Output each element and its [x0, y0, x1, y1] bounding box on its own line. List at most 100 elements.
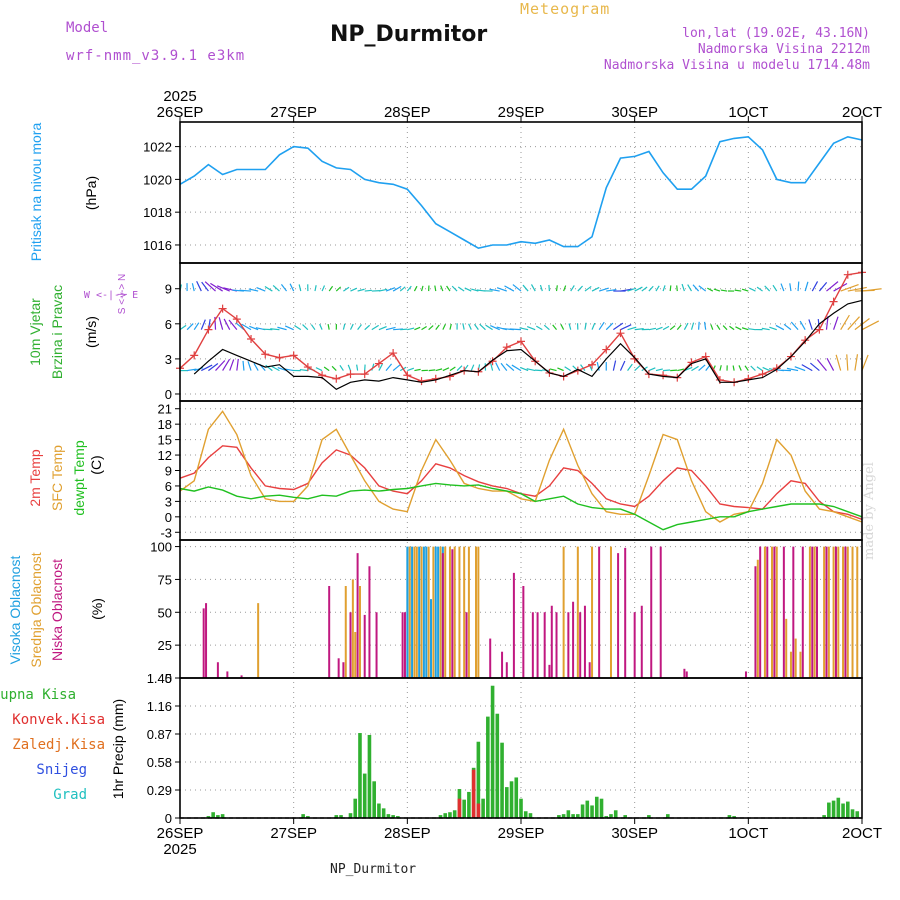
wind-barb — [479, 323, 486, 331]
wind-barb — [861, 288, 882, 292]
wind-barb — [349, 323, 354, 330]
top-date-label: 26SEP — [157, 104, 204, 121]
wind-barb — [580, 364, 586, 371]
y-tick-label: 12 — [158, 448, 172, 463]
wind-barb — [323, 366, 330, 372]
y-tick-label: 25 — [158, 638, 172, 653]
wind-barb — [634, 286, 643, 292]
total-precip-bar — [599, 798, 604, 818]
wind-barb — [548, 284, 551, 292]
total-precip-bar — [381, 808, 386, 818]
wind-barb — [289, 283, 295, 292]
wind-barb — [840, 284, 859, 292]
wind-barb — [741, 327, 749, 331]
y-tick-label: 1016 — [143, 238, 172, 253]
total-precip-bar — [348, 813, 353, 818]
total-precip-bar — [220, 814, 225, 818]
wind-barb — [347, 364, 352, 371]
wind-barb — [302, 324, 309, 331]
wind-barb — [530, 284, 536, 292]
wind-barb — [277, 326, 287, 331]
total-precip-bar — [519, 798, 523, 818]
y-tick-label: 0.29 — [147, 783, 172, 798]
wind-barb — [568, 323, 572, 330]
y-tick-label: 1.45 — [147, 671, 172, 686]
wind-barb — [761, 327, 770, 331]
station-elevation: Nadmorska Visina 2212m — [697, 42, 870, 57]
wind-barb — [748, 328, 756, 331]
wind-barb — [442, 367, 450, 372]
wind-barb — [825, 316, 829, 330]
total-precip-bar — [216, 815, 220, 818]
wind-barb — [407, 367, 415, 372]
model-name: wrf-nmm_v3.9.1 e3km — [66, 48, 246, 64]
wind-speed-marker — [346, 370, 355, 379]
wind-speed-marker — [758, 370, 767, 379]
wind-barb — [584, 322, 587, 330]
wind-speed-marker — [744, 374, 753, 383]
graupel-label: Grad — [53, 787, 87, 803]
wind-barb — [186, 323, 194, 331]
total-precip-bar — [523, 811, 528, 818]
wind-barb — [539, 284, 543, 292]
y-tick-label: 1020 — [143, 172, 172, 187]
pressure-unit: (hPa) — [83, 176, 99, 210]
bottom-date-label: 29SEP — [498, 825, 545, 842]
wind-barb — [378, 288, 388, 292]
wind-barb — [722, 325, 728, 331]
wind-barb — [399, 286, 406, 292]
wind-barb — [505, 363, 515, 372]
wind-barb — [677, 368, 685, 372]
wind-barb — [772, 284, 778, 292]
wind-barb — [698, 285, 707, 292]
temp-unit: (C) — [88, 455, 104, 474]
wind-barb — [456, 365, 463, 372]
wind-barb — [490, 363, 494, 371]
wind-barb — [762, 366, 770, 372]
total-precip-bar — [613, 810, 618, 818]
wind-barb — [687, 284, 693, 292]
wind-speed-marker — [204, 325, 213, 334]
top-date-label: 29SEP — [498, 104, 545, 121]
wind-barb — [681, 283, 685, 292]
wind-speed-marker — [360, 370, 369, 379]
total-precip-bar — [334, 815, 339, 818]
wind-barb — [474, 323, 479, 331]
wind-barb — [783, 323, 792, 331]
wind-barb — [364, 289, 372, 292]
wind-barb — [598, 321, 605, 330]
wind-barb — [591, 286, 600, 292]
wind-barb — [201, 364, 213, 372]
wind-barb — [470, 364, 475, 371]
wind-barb — [797, 281, 800, 292]
total-precip-bar — [590, 805, 594, 818]
wind-barb — [756, 286, 763, 292]
conv-precip-bar — [471, 769, 476, 818]
wind-barb — [485, 324, 493, 331]
bottom-date-label: 2OCT — [842, 825, 882, 842]
wind-barb — [420, 285, 424, 292]
compass-horizontal: W <-|-> E — [84, 290, 138, 301]
total-precip-bar — [452, 810, 457, 818]
wind-speed-marker — [261, 350, 270, 359]
wind-barb — [343, 286, 350, 292]
wind-barb — [215, 360, 226, 371]
wind-barb — [861, 354, 869, 371]
wind-barb — [596, 362, 600, 371]
total-precip-bar — [666, 814, 670, 818]
total-precip-bar — [576, 814, 580, 818]
wind-barb — [350, 287, 358, 292]
wind-barb — [385, 287, 396, 292]
wind-barb — [655, 368, 663, 372]
wind-barb — [627, 326, 637, 331]
bottom-date-label: 1OCT — [728, 825, 768, 842]
wind-barb — [641, 286, 648, 292]
wind-barb — [194, 367, 204, 372]
wind-barb — [421, 325, 427, 331]
wind-barb — [319, 323, 323, 330]
wind-barb — [662, 285, 666, 292]
wind-barb — [428, 369, 436, 372]
top-date-label: 30SEP — [611, 104, 658, 121]
wind-barb — [756, 366, 763, 372]
wind-barb — [504, 285, 515, 292]
